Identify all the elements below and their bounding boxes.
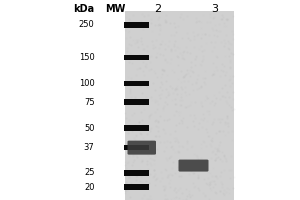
Bar: [124, 22, 149, 28]
Bar: [124, 125, 149, 131]
Text: 100: 100: [79, 79, 94, 88]
Text: 20: 20: [84, 183, 94, 192]
Bar: [234, 0, 300, 200]
Bar: [124, 11, 234, 200]
Text: 250: 250: [79, 20, 94, 29]
Bar: [124, 145, 149, 150]
Text: 2: 2: [154, 4, 161, 14]
Text: 50: 50: [84, 124, 94, 133]
Text: kDa: kDa: [74, 4, 94, 14]
Text: 75: 75: [84, 98, 94, 107]
Bar: [0, 0, 124, 200]
Bar: [124, 99, 149, 105]
Bar: [124, 170, 149, 176]
Text: 3: 3: [211, 4, 218, 14]
Text: 25: 25: [84, 168, 94, 177]
Text: 150: 150: [79, 53, 94, 62]
Bar: [124, 81, 149, 86]
FancyBboxPatch shape: [128, 141, 156, 155]
Text: 37: 37: [84, 143, 94, 152]
Text: MW: MW: [105, 4, 126, 14]
FancyBboxPatch shape: [178, 160, 208, 172]
Bar: [124, 184, 149, 190]
Bar: [124, 55, 149, 60]
